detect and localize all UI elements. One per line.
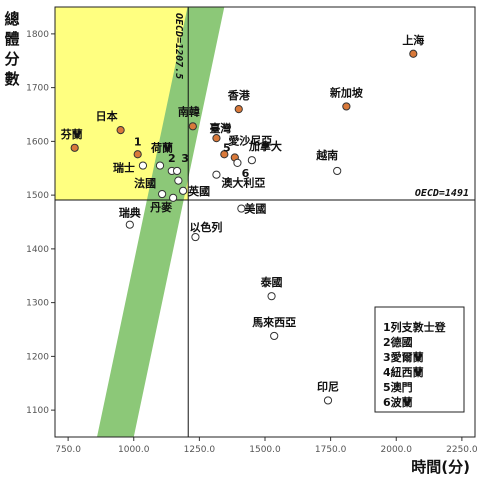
point-marker-6 [70,143,79,152]
point-marker-27 [323,396,333,405]
y-tick-label-3: 1400 [26,245,49,255]
point-marker-25 [267,292,276,301]
point-label-0: 上海 [402,33,424,47]
diagonal-band [97,7,225,437]
point-label-20: 英國 [187,184,210,198]
point-marker-1 [342,102,351,111]
point-marker-11 [138,161,148,170]
legend-entry-0: 1列支敦士登 [383,320,447,334]
point-label-16: 6 [242,167,250,180]
point-label-17: 澳大利亞 [221,176,265,190]
x-tick-label-0: 750.0 [55,445,81,455]
x-tick-label-3: 1500.0 [249,445,281,455]
oecd-time-reference-label: OECD=1207.5 [173,13,184,79]
point-marker-5 [116,125,125,135]
point-marker-26 [270,331,279,341]
point-label-7: 1 [134,135,142,148]
point-marker-4 [212,134,221,143]
point-marker-17 [212,170,221,179]
oecd-score-reference-label: OECD=1491 [415,188,469,199]
legend-entry-1: 2德國 [383,335,413,349]
point-label-4: 臺灣 [209,121,231,135]
point-label-13: 2 [168,152,176,165]
point-label-14: 3 [181,152,189,165]
y-axis-ticks: 1100 1200 1300 1400 1500 1600 1700 1800 [26,30,55,416]
point-label-25: 泰國 [260,275,283,289]
x-tick-label-1: 1000.0 [118,445,150,455]
point-label-8: 愛沙尼亞 [228,133,272,147]
point-marker-23 [125,220,134,229]
point-marker-10 [247,156,256,165]
y-tick-label-0: 1100 [26,406,49,416]
legend-entry-3: 4紐西蘭 [383,365,424,379]
point-marker-15 [333,166,342,176]
point-label-27: 印尼 [317,380,339,393]
point-label-3: 南韓 [178,104,200,118]
point-marker-8 [220,150,229,159]
y-tick-label-5: 1600 [26,137,49,147]
point-label-10: 加拿大 [248,139,282,153]
legend-entry-2: 3愛爾蘭 [383,350,424,364]
x-tick-label-4: 1750.0 [315,445,347,455]
point-label-15: 越南 [315,148,338,162]
y-tick-label-6: 1700 [26,84,49,94]
point-marker-18 [174,176,183,185]
point-marker-14 [172,166,182,176]
point-label-26: 馬來西亞 [252,315,296,329]
point-marker-12 [155,161,165,170]
point-label-21: 丹麥 [150,200,173,214]
point-marker-24 [191,232,200,242]
y-tick-label-1: 1200 [26,352,49,362]
point-label-23: 瑞典 [119,206,141,220]
point-label-22: 美國 [244,202,266,216]
x-tick-label-5: 2000.0 [381,445,413,455]
point-marker-22 [237,204,246,213]
point-label-5: 日本 [96,109,118,123]
point-marker-2 [234,105,243,114]
y-tick-label-4: 1500 [26,191,49,201]
plot-frame [54,6,476,438]
y-tick-label-2: 1300 [26,299,49,309]
point-label-1: 新加坡 [330,85,364,99]
point-marker-21 [169,193,178,202]
legend-box [374,306,465,413]
point-marker-19 [158,189,167,199]
y-axis-label: 總體分數 [4,10,19,88]
point-label-12: 荷蘭 [150,141,173,155]
legend-entry-4: 5澳門 [383,380,413,394]
point-label-24: 以色列 [189,220,222,234]
point-label-19: 法國 [134,176,156,190]
point-marker-7 [133,150,142,159]
point-marker-3 [188,122,197,131]
x-tick-label-2: 1250.0 [184,445,216,455]
x-axis-label: 時間(分) [411,458,470,476]
point-marker-0 [409,49,418,58]
legend-entry-5: 6波蘭 [383,395,413,409]
x-axis-ticks: 750.0 1000.0 1250.0 1500.0 1750.0 2000.0 2250.… [55,437,478,455]
x-tick-label-6: 2250.0 [446,445,478,455]
point-label-9: 5 [223,142,231,155]
point-label-6: 芬蘭 [60,127,83,141]
point-marker-20 [179,186,188,195]
point-marker-16 [233,158,242,167]
point-label-2: 香港 [227,88,251,102]
point-label-11: 瑞士 [113,161,135,175]
y-tick-label-7: 1800 [26,30,49,40]
